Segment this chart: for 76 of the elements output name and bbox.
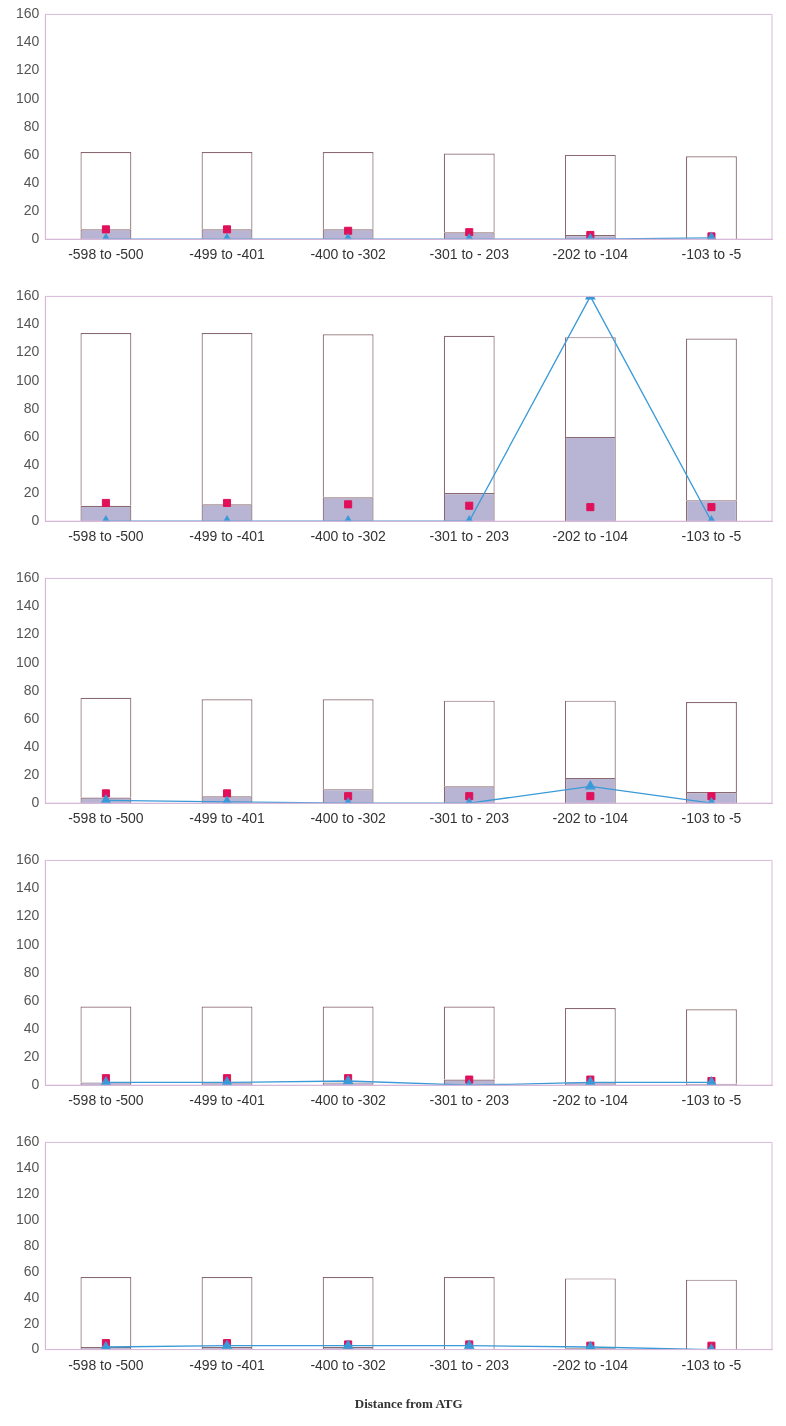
y-tick-label: 100	[16, 371, 40, 388]
y-tick-label: 0	[31, 1340, 40, 1357]
y-tick-label: 160	[16, 1133, 40, 1150]
y-tick-label: 40	[23, 173, 40, 190]
y-tick-label: 40	[23, 455, 40, 472]
y-tick-label: 60	[23, 427, 40, 444]
x-tick-label: -499 to -401	[189, 528, 265, 545]
y-tick-label: 140	[16, 597, 40, 614]
y-tick-label: 60	[23, 145, 40, 162]
y-tick-label: 100	[16, 89, 40, 106]
y-tick-label: 0	[31, 230, 40, 247]
y-tick-label: 120	[16, 907, 40, 924]
y-tick-label: 100	[16, 1210, 40, 1227]
y-tick-label: 80	[23, 117, 40, 134]
y-tick-label: 60	[23, 709, 40, 726]
x-tick-label: -499 to -401	[189, 810, 265, 827]
y-tick-label: 40	[23, 1019, 40, 1036]
y-tick-label: 160	[16, 287, 40, 304]
x-tick-label: -598 to -500	[68, 528, 144, 545]
y-tick-label: 120	[16, 61, 40, 78]
x-tick-label: -301 to - 203	[429, 810, 510, 827]
y-tick-label: 140	[16, 315, 40, 332]
x-tick-label: -598 to -500	[68, 810, 144, 827]
x-tick-label: -499 to -401	[189, 1356, 265, 1373]
y-tick-label: 40	[23, 737, 40, 754]
y-tick-label: 120	[16, 625, 40, 642]
y-tick-label: 120	[16, 1185, 40, 1202]
x-tick-label: -400 to -302	[310, 246, 387, 263]
y-tick-label: 20	[23, 765, 40, 782]
x-tick-label: -499 to -401	[189, 246, 265, 263]
y-tick-label: 120	[16, 343, 40, 360]
x-tick-label: -400 to -302	[310, 1356, 387, 1373]
y-tick-label: 160	[16, 851, 40, 868]
x-tick-label: -598 to -500	[68, 1356, 144, 1373]
x-tick-label: -301 to - 203	[429, 1356, 510, 1373]
x-tick-label: -301 to - 203	[429, 1092, 510, 1109]
y-tick-label: 0	[31, 512, 40, 529]
y-tick-label: 100	[16, 935, 40, 952]
x-tick-label: -202 to -104	[552, 528, 629, 545]
x-tick-label: -301 to - 203	[429, 528, 510, 545]
x-tick-label: -103 to -5	[681, 1092, 742, 1109]
x-tick-label: -202 to -104	[552, 1356, 629, 1373]
y-tick-label: 100	[16, 653, 40, 670]
x-tick-label: -301 to - 203	[429, 246, 510, 263]
y-tick-label: 20	[23, 201, 40, 218]
y-tick-label: 40	[23, 1288, 40, 1305]
y-tick-label: 80	[23, 1236, 40, 1253]
x-tick-label: -103 to -5	[681, 528, 742, 545]
y-tick-label: 60	[23, 1262, 40, 1279]
x-tick-label: -202 to -104	[552, 810, 629, 827]
x-tick-label: -598 to -500	[68, 246, 144, 263]
y-tick-label: 80	[23, 399, 40, 416]
x-tick-label: -103 to -5	[681, 1356, 742, 1373]
x-tick-label: -103 to -5	[681, 246, 742, 263]
x-axis-title: Distance from ATG	[354, 1395, 463, 1411]
x-tick-label: -499 to -401	[189, 1092, 265, 1109]
y-tick-label: 20	[23, 1047, 40, 1064]
y-tick-label: 80	[23, 963, 40, 980]
x-tick-label: -400 to -302	[310, 1092, 387, 1109]
y-tick-label: 0	[31, 1076, 40, 1093]
y-tick-label: 140	[16, 33, 40, 50]
x-tick-label: -400 to -302	[310, 528, 387, 545]
y-tick-label: 140	[16, 1159, 40, 1176]
y-tick-label: 160	[16, 5, 40, 22]
x-tick-label: -598 to -500	[68, 1092, 144, 1109]
x-tick-label: -202 to -104	[552, 1092, 629, 1109]
x-tick-label: -103 to -5	[681, 810, 742, 827]
x-tick-label: -400 to -302	[310, 810, 387, 827]
y-tick-label: 60	[23, 991, 40, 1008]
y-tick-label: 160	[16, 569, 40, 586]
y-tick-label: 140	[16, 879, 40, 896]
y-tick-label: 20	[23, 1314, 40, 1331]
x-tick-label: -202 to -104	[552, 246, 629, 263]
y-tick-label: 80	[23, 681, 40, 698]
y-tick-label: 20	[23, 483, 40, 500]
y-tick-label: 0	[31, 794, 40, 811]
